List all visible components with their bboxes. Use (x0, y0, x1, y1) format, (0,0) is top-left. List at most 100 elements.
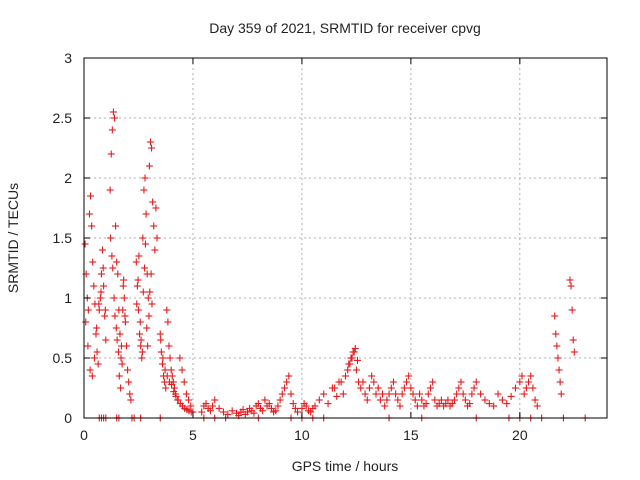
data-point (156, 330, 164, 338)
data-point (267, 404, 275, 412)
data-point (470, 384, 478, 392)
data-point (339, 390, 347, 398)
data-point (106, 186, 114, 194)
data-point (136, 330, 144, 338)
data-point (411, 396, 419, 404)
data-point (261, 396, 269, 404)
data-point (472, 378, 480, 386)
data-point (121, 312, 129, 320)
data-point (111, 114, 119, 122)
data-point (125, 378, 133, 386)
data-point (172, 392, 180, 400)
data-point (351, 344, 359, 352)
data-point (405, 372, 413, 380)
data-point (278, 390, 286, 398)
data-point (97, 288, 105, 296)
data-point (108, 252, 116, 260)
data-point (109, 108, 117, 116)
data-point (403, 378, 411, 386)
data-point (102, 336, 110, 344)
data-point (140, 186, 148, 194)
data-point (525, 378, 533, 386)
y-axis-label: SRMTID / TECUs (5, 183, 21, 293)
data-point (461, 396, 469, 404)
data-point (143, 324, 151, 332)
data-point (101, 312, 109, 320)
data-point (168, 380, 176, 388)
data-point (174, 396, 182, 404)
x-tick-label: 10 (294, 427, 310, 443)
data-point (365, 384, 373, 392)
data-point (335, 378, 343, 386)
data-point (114, 348, 122, 356)
data-point (285, 372, 293, 380)
data-point (342, 372, 349, 380)
grid-lines (84, 58, 607, 418)
data-point (142, 210, 150, 218)
data-point (552, 330, 560, 338)
data-point (554, 354, 562, 362)
data-point (146, 288, 154, 296)
data-point (85, 210, 93, 218)
data-point (529, 384, 537, 392)
data-point (198, 408, 206, 416)
data-point (392, 390, 400, 398)
data-point (112, 324, 120, 332)
data-point (448, 400, 456, 408)
data-point (347, 354, 355, 362)
data-point (182, 390, 190, 398)
data-point (153, 234, 161, 242)
data-point (167, 366, 175, 374)
data-point (494, 390, 502, 398)
data-point (141, 264, 149, 272)
data-point (84, 306, 92, 314)
data-point (121, 318, 129, 326)
data-point (145, 312, 153, 320)
data-point (557, 390, 565, 398)
data-point (518, 372, 526, 380)
data-point (357, 384, 365, 392)
data-point (569, 336, 577, 344)
data-point (333, 392, 341, 400)
data-point (187, 408, 195, 416)
data-point (116, 330, 124, 338)
data-point (424, 390, 432, 398)
data-point (147, 270, 155, 278)
data-point (315, 396, 323, 404)
data-point (139, 288, 147, 296)
x-tick-label: 20 (512, 427, 528, 443)
chart-title: Day 359 of 2021, SRMTID for receiver cpv… (209, 20, 481, 36)
data-point (159, 354, 167, 362)
data-point (503, 400, 511, 408)
data-point (202, 400, 210, 408)
data-point (146, 138, 154, 146)
data-point (109, 264, 117, 272)
data-point (379, 390, 387, 398)
data-point (228, 407, 236, 415)
x-tick-label: 0 (80, 427, 88, 443)
data-point (133, 300, 141, 308)
data-point (100, 282, 108, 290)
data-point (180, 378, 188, 386)
y-tick-label: 1.5 (53, 230, 73, 246)
data-point (568, 306, 576, 314)
data-point (113, 258, 121, 266)
data-point (298, 404, 306, 412)
data-point (133, 282, 141, 290)
data-point (566, 276, 574, 284)
data-point (101, 306, 109, 314)
data-point (144, 342, 152, 350)
data-point (165, 342, 173, 350)
data-point (132, 258, 140, 266)
data-point (164, 318, 172, 326)
data-point (162, 384, 170, 392)
data-point (289, 400, 297, 408)
data-point (418, 396, 426, 404)
data-point (442, 400, 450, 408)
data-point (243, 408, 251, 416)
data-point (161, 366, 169, 374)
data-point (113, 336, 121, 344)
data-point (185, 396, 193, 404)
data-point (291, 404, 299, 412)
data-point (485, 400, 493, 408)
